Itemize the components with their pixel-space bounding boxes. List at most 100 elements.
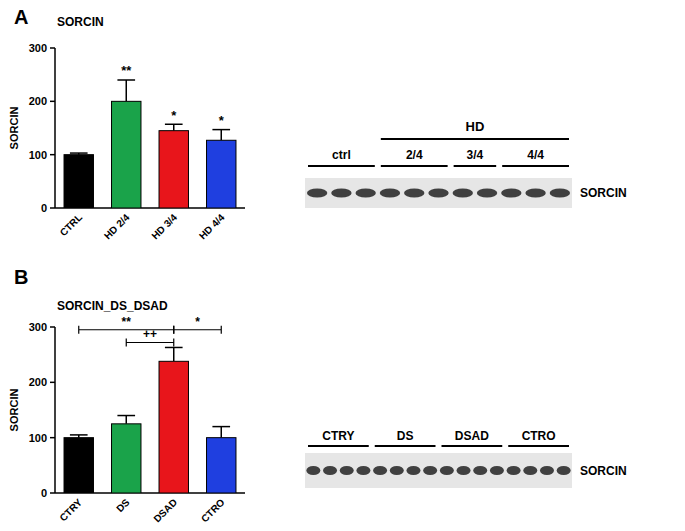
blot-band (428, 189, 448, 198)
lane-group-line (375, 445, 436, 447)
band-label: SORCIN (580, 464, 627, 478)
bar (64, 438, 93, 493)
blot-band (380, 189, 400, 198)
blot-band (550, 189, 570, 198)
x-tick-label: HD 2/4 (102, 211, 132, 241)
lane-group-label: ctrl (332, 148, 351, 162)
error-cap (165, 124, 183, 126)
significance-label: ** (122, 315, 132, 329)
blot-band (540, 466, 554, 475)
blot-band (501, 189, 521, 198)
blot-band (473, 466, 487, 475)
plot-area (64, 80, 236, 208)
error-cap (117, 415, 135, 417)
lane-group-label: DS (397, 429, 414, 443)
y-axis (54, 327, 56, 493)
y-tick-label: 0 (41, 202, 47, 214)
blot-band (406, 466, 420, 475)
x-tick-label: CTRY (57, 496, 84, 523)
bar (207, 438, 236, 493)
blot-band (307, 189, 327, 198)
blot-band (453, 189, 473, 198)
x-tick-label: HD 4/4 (197, 211, 227, 241)
bar (207, 140, 236, 208)
x-tick-label: DS (114, 496, 132, 514)
y-axis (54, 48, 56, 208)
significance-label: ++ (143, 327, 157, 341)
band-label: SORCIN (580, 186, 627, 200)
blot-band (477, 189, 497, 198)
y-tick-label: 100 (29, 149, 47, 161)
y-tick (50, 437, 55, 439)
significance-label: * (219, 113, 225, 128)
y-tick-label: 200 (29, 95, 47, 107)
y-tick (50, 492, 55, 494)
y-tick (50, 47, 55, 49)
lane-group-line (442, 445, 503, 447)
y-tick-label: 300 (29, 42, 47, 54)
blot-band (331, 189, 351, 198)
blot-band (373, 466, 387, 475)
bar (112, 101, 141, 208)
lane-group-label: DSAD (455, 429, 489, 443)
y-tick-label: 200 (29, 376, 47, 388)
lane-group-label: 4/4 (527, 148, 544, 162)
blot-band (306, 466, 320, 475)
blot-band (440, 466, 454, 475)
significance-label: * (171, 108, 177, 123)
blot-background (305, 453, 572, 488)
y-tick (50, 326, 55, 328)
supergroup-label: HD (466, 119, 485, 134)
error-bar (221, 427, 223, 438)
significance-label: ** (121, 63, 132, 78)
blot-band (423, 466, 437, 475)
chart-title: SORCIN (57, 15, 104, 29)
y-tick-label: 0 (41, 487, 47, 499)
blot-band (507, 466, 521, 475)
lane-group-line (502, 165, 569, 167)
error-bar (126, 80, 128, 101)
blot-band (490, 466, 504, 475)
blot-band (390, 466, 404, 475)
y-tick (50, 382, 55, 384)
blot-band (340, 466, 354, 475)
plot-area (64, 347, 236, 493)
y-tick (50, 154, 55, 156)
supergroup-line (381, 138, 569, 140)
lane-group-label: CTRO (522, 429, 556, 443)
error-cap (117, 79, 135, 81)
error-bar (173, 347, 175, 361)
x-tick-label: DSAD (151, 497, 179, 525)
chart-title: SORCIN_DS_DSAD (57, 299, 168, 313)
error-cap (70, 152, 88, 154)
blot-band (457, 466, 471, 475)
error-cap (212, 426, 230, 428)
error-bar (221, 130, 223, 141)
lane-group-line (454, 165, 497, 167)
error-cap (70, 434, 88, 436)
blot-band (404, 189, 424, 198)
y-tick-label: 300 (29, 321, 47, 333)
blot-band (523, 466, 537, 475)
y-tick-label: 100 (29, 432, 47, 444)
error-bar (173, 124, 175, 130)
bar (64, 155, 93, 208)
y-axis-label: SORCIN (8, 107, 20, 150)
x-tick-label: HD 3/4 (149, 211, 179, 241)
blot-band (356, 466, 370, 475)
y-tick (50, 101, 55, 103)
x-tick-label: CTRL (58, 212, 85, 239)
blot-band (323, 466, 337, 475)
lane-group-label: CTRY (322, 429, 354, 443)
error-bar (126, 416, 128, 424)
bar (159, 131, 188, 208)
y-axis-label: SORCIN (8, 389, 20, 432)
y-tick (50, 207, 55, 209)
panel-label: B (14, 266, 28, 288)
lane-group-label: 3/4 (467, 148, 484, 162)
blot-band (557, 466, 571, 475)
significance-label: * (195, 315, 200, 329)
figure: ASORCINSORCIN0100200300CTRLHD 2/4HD 3/4H… (0, 0, 685, 531)
bar (112, 424, 141, 493)
lane-group-line (308, 165, 375, 167)
